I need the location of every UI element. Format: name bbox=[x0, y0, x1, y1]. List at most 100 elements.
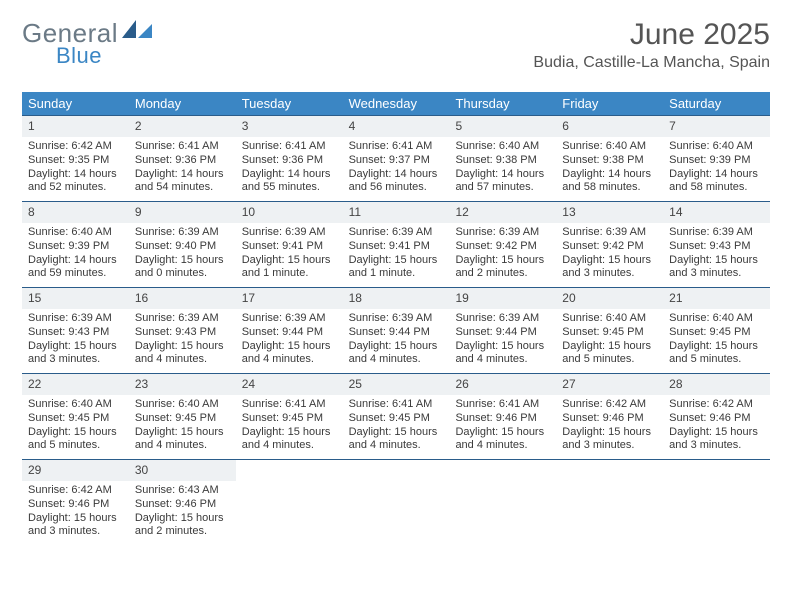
day-cell: 26Sunrise: 6:41 AMSunset: 9:46 PMDayligh… bbox=[449, 374, 556, 459]
daylight-text: Daylight: 14 hours and 56 minutes. bbox=[349, 168, 444, 196]
day-details: Sunrise: 6:43 AMSunset: 9:46 PMDaylight:… bbox=[129, 484, 236, 539]
day-number: 4 bbox=[343, 116, 450, 137]
day-cell: 16Sunrise: 6:39 AMSunset: 9:43 PMDayligh… bbox=[129, 288, 236, 373]
day-cell: 9Sunrise: 6:39 AMSunset: 9:40 PMDaylight… bbox=[129, 202, 236, 287]
sunrise-text: Sunrise: 6:39 AM bbox=[242, 312, 337, 326]
day-cell bbox=[236, 460, 343, 545]
sunrise-text: Sunrise: 6:39 AM bbox=[135, 312, 230, 326]
sunset-text: Sunset: 9:43 PM bbox=[135, 326, 230, 340]
day-number: 21 bbox=[663, 288, 770, 309]
day-cell: 13 Sunrise: 6:39 AMSunset: 9:42 PMDayligh… bbox=[556, 202, 663, 287]
sunrise-text: Sunrise: 6:39 AM bbox=[669, 226, 764, 240]
dow-row: Sunday Monday Tuesday Wednesday Thursday… bbox=[22, 92, 770, 115]
sunset-text: Sunset: 9:39 PM bbox=[28, 240, 123, 254]
daylight-text: Daylight: 14 hours and 54 minutes. bbox=[135, 168, 230, 196]
header-row: General Blue June 2025 Budia, Castille-L… bbox=[22, 18, 770, 82]
sunrise-text: Sunrise: 6:40 AM bbox=[562, 312, 657, 326]
sunset-text: Sunset: 9:46 PM bbox=[455, 412, 550, 426]
day-number: 12 bbox=[449, 202, 556, 223]
sunrise-text: Sunrise: 6:39 AM bbox=[455, 312, 550, 326]
day-details: Sunrise: 6:39 AMSunset: 9:43 PMDaylight:… bbox=[22, 312, 129, 367]
day-details: Sunrise: 6:40 AMSunset: 9:45 PMDaylight:… bbox=[556, 312, 663, 367]
day-cell: 24Sunrise: 6:41 AMSunset: 9:45 PMDayligh… bbox=[236, 374, 343, 459]
daylight-text: Daylight: 14 hours and 52 minutes. bbox=[28, 168, 123, 196]
sunset-text: Sunset: 9:46 PM bbox=[28, 498, 123, 512]
day-number: 19 bbox=[449, 288, 556, 309]
sunrise-text: Sunrise: 6:40 AM bbox=[669, 140, 764, 154]
sunrise-text: Sunrise: 6:40 AM bbox=[562, 140, 657, 154]
sunset-text: Sunset: 9:40 PM bbox=[135, 240, 230, 254]
sunrise-text: Sunrise: 6:43 AM bbox=[135, 484, 230, 498]
day-cell: 12Sunrise: 6:39 AMSunset: 9:42 PMDayligh… bbox=[449, 202, 556, 287]
daylight-text: Daylight: 15 hours and 4 minutes. bbox=[242, 340, 337, 368]
sunrise-text: Sunrise: 6:39 AM bbox=[28, 312, 123, 326]
sunset-text: Sunset: 9:45 PM bbox=[28, 412, 123, 426]
day-cell: 22Sunrise: 6:40 AMSunset: 9:45 PMDayligh… bbox=[22, 374, 129, 459]
daylight-text: Daylight: 15 hours and 5 minutes. bbox=[669, 340, 764, 368]
day-details: Sunrise: 6:39 AMSunset: 9:44 PMDaylight:… bbox=[449, 312, 556, 367]
day-details: Sunrise: 6:40 AMSunset: 9:38 PMDaylight:… bbox=[556, 140, 663, 195]
day-cell: 4 Sunrise: 6:41 AMSunset: 9:37 PMDaylight… bbox=[343, 116, 450, 201]
sunrise-text: Sunrise: 6:41 AM bbox=[242, 398, 337, 412]
day-cell: 15Sunrise: 6:39 AMSunset: 9:43 PMDayligh… bbox=[22, 288, 129, 373]
day-details: Sunrise: 6:39 AMSunset: 9:44 PMDaylight:… bbox=[343, 312, 450, 367]
day-details: Sunrise: 6:41 AMSunset: 9:37 PMDaylight:… bbox=[343, 140, 450, 195]
sunrise-text: Sunrise: 6:41 AM bbox=[349, 398, 444, 412]
dow-sunday: Sunday bbox=[22, 92, 129, 115]
day-number: 25 bbox=[343, 374, 450, 395]
week-row: 1Sunrise: 6:42 AMSunset: 9:35 PMDaylight… bbox=[22, 115, 770, 201]
sunset-text: Sunset: 9:45 PM bbox=[135, 412, 230, 426]
day-details: Sunrise: 6:42 AMSunset: 9:46 PMDaylight:… bbox=[556, 398, 663, 453]
day-details: Sunrise: 6:41 AMSunset: 9:36 PMDaylight:… bbox=[129, 140, 236, 195]
day-details: Sunrise: 6:41 AMSunset: 9:36 PMDaylight:… bbox=[236, 140, 343, 195]
day-number: 3 bbox=[236, 116, 343, 137]
day-cell: 11 Sunrise: 6:39 AMSunset: 9:41 PMDayligh… bbox=[343, 202, 450, 287]
sunrise-text: Sunrise: 6:39 AM bbox=[349, 312, 444, 326]
day-cell: 23Sunrise: 6:40 AMSunset: 9:45 PMDayligh… bbox=[129, 374, 236, 459]
sunset-text: Sunset: 9:41 PM bbox=[242, 240, 337, 254]
sunrise-text: Sunrise: 6:40 AM bbox=[455, 140, 550, 154]
day-number: 13 bbox=[556, 202, 663, 223]
week-row: 29Sunrise: 6:42 AMSunset: 9:46 PMDayligh… bbox=[22, 459, 770, 545]
page-title: June 2025 bbox=[533, 18, 770, 52]
sail-icon bbox=[122, 20, 152, 42]
day-number: 22 bbox=[22, 374, 129, 395]
sunset-text: Sunset: 9:45 PM bbox=[349, 412, 444, 426]
sunrise-text: Sunrise: 6:42 AM bbox=[562, 398, 657, 412]
dow-tuesday: Tuesday bbox=[236, 92, 343, 115]
daylight-text: Daylight: 15 hours and 5 minutes. bbox=[562, 340, 657, 368]
day-cell: 3 Sunrise: 6:41 AMSunset: 9:36 PMDaylight… bbox=[236, 116, 343, 201]
day-cell bbox=[663, 460, 770, 545]
daylight-text: Daylight: 15 hours and 1 minute. bbox=[349, 254, 444, 282]
brand-text-block: General Blue bbox=[22, 18, 152, 69]
sunset-text: Sunset: 9:41 PM bbox=[349, 240, 444, 254]
dow-wednesday: Wednesday bbox=[343, 92, 450, 115]
day-number: 11 bbox=[343, 202, 450, 223]
sunrise-text: Sunrise: 6:42 AM bbox=[28, 140, 123, 154]
daylight-text: Daylight: 15 hours and 0 minutes. bbox=[135, 254, 230, 282]
week-row: 22Sunrise: 6:40 AMSunset: 9:45 PMDayligh… bbox=[22, 373, 770, 459]
day-details: Sunrise: 6:42 AMSunset: 9:35 PMDaylight:… bbox=[22, 140, 129, 195]
sunset-text: Sunset: 9:39 PM bbox=[669, 154, 764, 168]
day-cell: 25Sunrise: 6:41 AMSunset: 9:45 PMDayligh… bbox=[343, 374, 450, 459]
dow-friday: Friday bbox=[556, 92, 663, 115]
day-cell: 20Sunrise: 6:40 AMSunset: 9:45 PMDayligh… bbox=[556, 288, 663, 373]
daylight-text: Daylight: 15 hours and 4 minutes. bbox=[455, 426, 550, 454]
sunrise-text: Sunrise: 6:39 AM bbox=[135, 226, 230, 240]
day-number: 28 bbox=[663, 374, 770, 395]
day-cell: 10Sunrise: 6:39 AMSunset: 9:41 PMDayligh… bbox=[236, 202, 343, 287]
sunset-text: Sunset: 9:46 PM bbox=[562, 412, 657, 426]
daylight-text: Daylight: 15 hours and 3 minutes. bbox=[669, 254, 764, 282]
sunset-text: Sunset: 9:35 PM bbox=[28, 154, 123, 168]
dow-saturday: Saturday bbox=[663, 92, 770, 115]
day-number: 18 bbox=[343, 288, 450, 309]
sunrise-text: Sunrise: 6:42 AM bbox=[669, 398, 764, 412]
day-details: Sunrise: 6:42 AMSunset: 9:46 PMDaylight:… bbox=[22, 484, 129, 539]
weeks-container: 1Sunrise: 6:42 AMSunset: 9:35 PMDaylight… bbox=[22, 115, 770, 545]
daylight-text: Daylight: 15 hours and 4 minutes. bbox=[455, 340, 550, 368]
day-details: Sunrise: 6:39 AMSunset: 9:42 PMDaylight:… bbox=[556, 226, 663, 281]
daylight-text: Daylight: 14 hours and 59 minutes. bbox=[28, 254, 123, 282]
day-details: Sunrise: 6:39 AMSunset: 9:41 PMDaylight:… bbox=[236, 226, 343, 281]
sunrise-text: Sunrise: 6:39 AM bbox=[562, 226, 657, 240]
day-details: Sunrise: 6:39 AMSunset: 9:41 PMDaylight:… bbox=[343, 226, 450, 281]
